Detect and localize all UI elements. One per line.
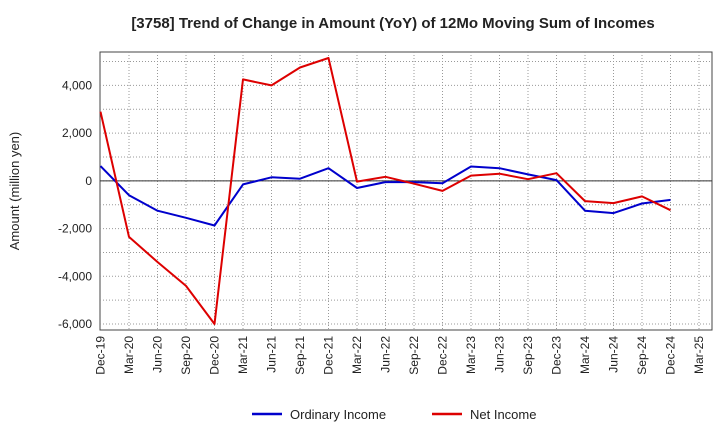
x-tick-label: Mar-21 bbox=[236, 336, 250, 374]
x-tick-label: Dec-22 bbox=[436, 336, 450, 375]
x-tick-label: Jun-22 bbox=[379, 336, 393, 373]
x-tick-label: Sep-22 bbox=[407, 336, 421, 375]
x-tick-label: Mar-25 bbox=[692, 336, 706, 374]
x-tick-label: Jun-21 bbox=[265, 336, 279, 373]
series-line-ordinary-income bbox=[99, 165, 671, 227]
grid-lines bbox=[100, 52, 712, 330]
y-axis-label: Amount (million yen) bbox=[7, 132, 22, 251]
x-tick-label: Dec-24 bbox=[664, 336, 678, 375]
x-tick-label: Mar-23 bbox=[464, 336, 478, 374]
legend: Ordinary Income Net Income bbox=[252, 407, 536, 422]
x-tick-label: Sep-20 bbox=[179, 336, 193, 375]
x-tick-label: Dec-20 bbox=[208, 336, 222, 375]
legend-label: Net Income bbox=[470, 407, 536, 422]
x-tick-label: Mar-22 bbox=[350, 336, 364, 374]
x-tick-label: Dec-23 bbox=[550, 336, 564, 375]
legend-label: Ordinary Income bbox=[290, 407, 386, 422]
y-tick-label: -6,000 bbox=[58, 317, 92, 331]
x-tick-label: Jun-23 bbox=[493, 336, 507, 373]
x-tick-label: Mar-24 bbox=[578, 336, 592, 374]
series-lines bbox=[99, 57, 671, 325]
x-tick-label: Dec-21 bbox=[322, 336, 336, 375]
plot-area bbox=[99, 51, 713, 331]
x-tick-label: Mar-20 bbox=[122, 336, 136, 374]
x-tick-label: Jun-24 bbox=[607, 336, 621, 373]
y-tick-label: -2,000 bbox=[58, 222, 92, 236]
x-tick-label: Dec-19 bbox=[94, 336, 108, 375]
chart-title: [3758] Trend of Change in Amount (YoY) o… bbox=[131, 15, 654, 32]
y-tick-label: -4,000 bbox=[58, 269, 92, 283]
y-tick-label: 4,000 bbox=[62, 78, 92, 92]
x-tick-label: Sep-24 bbox=[635, 336, 649, 375]
y-axis-ticks: -6,000 -4,000 -2,000 0 2,000 4,000 bbox=[58, 78, 92, 331]
y-tick-label: 2,000 bbox=[62, 126, 92, 140]
y-tick-label: 0 bbox=[85, 174, 92, 188]
x-axis-ticks: Dec-19 Mar-20 Jun-20 Sep-20 Dec-20 Mar-21 Jun-… bbox=[94, 336, 707, 375]
x-tick-label: Sep-21 bbox=[293, 336, 307, 375]
x-tick-label: Sep-23 bbox=[521, 336, 535, 375]
x-tick-label: Jun-20 bbox=[151, 336, 165, 373]
